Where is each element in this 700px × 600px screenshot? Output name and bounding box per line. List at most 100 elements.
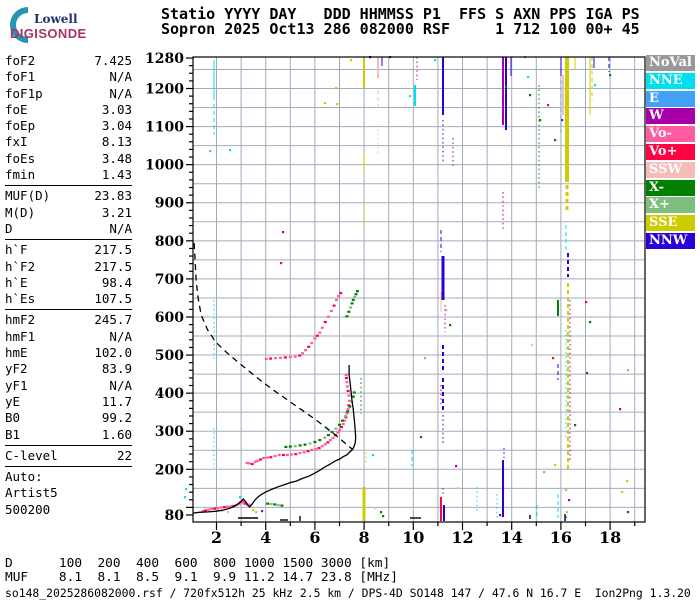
param-value: 7.425 bbox=[94, 53, 132, 68]
divider bbox=[5, 466, 132, 468]
y-axis-label: 800 bbox=[155, 234, 184, 250]
param-label: C-level bbox=[5, 447, 58, 463]
trace-point bbox=[226, 505, 230, 508]
trace-point bbox=[298, 451, 302, 455]
autoscaling-info-line: Artist5 bbox=[5, 485, 58, 501]
legend-item-w: W bbox=[646, 108, 695, 125]
param-row-b1: B1 1.60 bbox=[5, 427, 132, 443]
param-label: foF1p bbox=[5, 85, 43, 101]
trace-second-hop-o-mode bbox=[264, 291, 343, 361]
echo-dot bbox=[565, 516, 568, 519]
x-axis-label: 10 bbox=[402, 528, 424, 547]
param-row-foes: foEs 3.48 bbox=[5, 151, 132, 167]
echo-dot bbox=[382, 515, 385, 518]
trace-point bbox=[318, 331, 322, 334]
param-row-foep: foEp 3.04 bbox=[5, 118, 132, 134]
trace-point bbox=[345, 381, 349, 384]
trace-point bbox=[274, 357, 278, 360]
param-value: 23.83 bbox=[94, 188, 132, 204]
param-label: h`E bbox=[5, 274, 28, 290]
trace-point bbox=[298, 444, 302, 447]
param-row-yf2: yF2 83.9 bbox=[5, 361, 132, 377]
trace-point bbox=[318, 438, 322, 442]
param-value: 3.21 bbox=[101, 204, 132, 220]
echo-dot bbox=[539, 119, 542, 122]
trace-point bbox=[301, 352, 305, 355]
ionospheric-parameters-panel: foF2 7.425 foF1 N/A foF1p N/A foE 3.03 foEp 3.04 f… bbox=[5, 53, 132, 518]
param-row-fxi: fxI 8.13 bbox=[5, 134, 132, 150]
trace-point bbox=[278, 356, 282, 359]
electron-density-profile-line bbox=[193, 365, 357, 514]
param-value: 22 bbox=[116, 447, 132, 463]
param-label: yF1 bbox=[5, 377, 28, 393]
echo-dot bbox=[566, 511, 569, 514]
echo-dot bbox=[621, 491, 624, 494]
echo-dot bbox=[372, 454, 375, 457]
trace-point bbox=[253, 460, 257, 463]
trace-point bbox=[303, 443, 307, 446]
param-value: 102.0 bbox=[94, 345, 132, 361]
trace-point bbox=[345, 385, 349, 388]
param-value: 8.13 bbox=[101, 134, 132, 150]
divider bbox=[5, 185, 132, 187]
echo-dot bbox=[574, 424, 577, 427]
trace-point bbox=[323, 436, 327, 439]
param-row-clevel: C-level 22 bbox=[5, 448, 132, 464]
echo-dot bbox=[185, 488, 188, 491]
param-row-hme: hmE 102.0 bbox=[5, 345, 132, 361]
trace-point bbox=[229, 505, 233, 508]
distance-row: D 100 200 400 600 800 1000 1500 3000 [km… bbox=[5, 556, 391, 571]
trace-point bbox=[283, 356, 287, 359]
param-value: 3.48 bbox=[101, 150, 132, 166]
echo-dot bbox=[547, 104, 550, 107]
legend-item-vo: Vo- bbox=[646, 126, 695, 143]
echo-dot bbox=[554, 464, 557, 467]
x-axis-label: 12 bbox=[451, 528, 473, 547]
echo-dot bbox=[380, 511, 383, 514]
trace-point bbox=[285, 453, 289, 457]
trace-point bbox=[326, 441, 330, 444]
param-label: foE bbox=[5, 101, 28, 117]
echo-dot bbox=[594, 84, 597, 87]
trace-point bbox=[243, 502, 247, 505]
echo-dot bbox=[184, 496, 187, 499]
param-value: 217.5 bbox=[94, 242, 132, 258]
trace-point bbox=[293, 445, 297, 448]
trace-point bbox=[273, 503, 277, 506]
trace-point bbox=[350, 302, 354, 305]
param-value: N/A bbox=[109, 69, 132, 85]
param-label: h`F bbox=[5, 242, 28, 258]
x-axis-label: 4 bbox=[260, 528, 271, 547]
legend-item-vo: Vo+ bbox=[646, 143, 695, 160]
echo-dot bbox=[586, 372, 589, 375]
y-axis-label: 80 bbox=[165, 508, 185, 524]
echo-dot bbox=[568, 499, 571, 502]
param-row-b0: B0 99.2 bbox=[5, 410, 132, 426]
param-label: yE bbox=[5, 393, 21, 409]
param-label: fmin bbox=[5, 167, 36, 183]
trace-point bbox=[331, 436, 335, 439]
trace-point bbox=[288, 445, 292, 448]
trace-point bbox=[281, 453, 285, 457]
trace-point bbox=[310, 341, 314, 345]
param-row-hmf2: hmF2 245.7 bbox=[5, 312, 132, 328]
echo-dot bbox=[221, 510, 224, 513]
trace-point bbox=[339, 291, 343, 295]
plot-frame bbox=[192, 56, 646, 523]
trace-point bbox=[201, 510, 205, 513]
param-value: N/A bbox=[109, 85, 132, 101]
echo-dot bbox=[499, 514, 502, 517]
trace-point bbox=[294, 453, 298, 456]
trace-point bbox=[313, 337, 317, 340]
trace-point bbox=[347, 399, 351, 402]
divider bbox=[5, 309, 132, 311]
trace-point bbox=[276, 504, 280, 507]
echo-dot bbox=[626, 480, 629, 483]
trace-point bbox=[277, 453, 281, 457]
header-field-names: Statio YYYY DAY DDD HHMMSS P1 FFS S AXN … bbox=[161, 5, 640, 23]
header-field-values: Sopron 2025 Oct13 286 082000 RSF 1 712 1… bbox=[161, 20, 640, 38]
trace-point bbox=[342, 419, 346, 422]
muf-row: MUF 8.1 8.1 8.5 9.1 9.9 11.2 14.7 23.8 [… bbox=[5, 570, 398, 585]
param-row-ye: yE 11.7 bbox=[5, 394, 132, 410]
echo-dot bbox=[227, 511, 230, 514]
